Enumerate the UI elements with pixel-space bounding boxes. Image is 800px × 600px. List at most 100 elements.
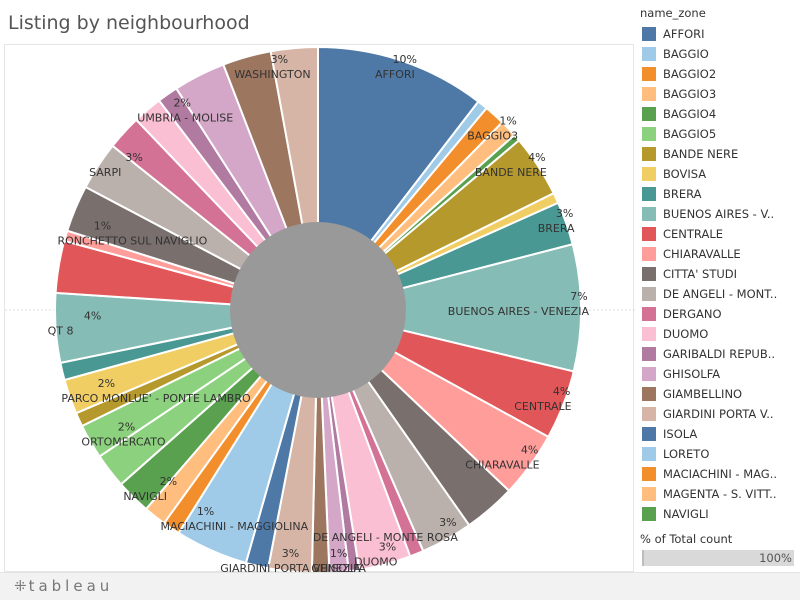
legend-item[interactable]: MAGENTA - S. VITT..: [640, 484, 800, 504]
legend-item-label: BANDE NERE: [663, 147, 739, 161]
legend-item-label: AFFORI: [663, 27, 705, 41]
legend-item[interactable]: BRERA: [640, 184, 800, 204]
slice-percent-label: 4%: [553, 385, 570, 398]
legend-item[interactable]: BAGGIO: [640, 44, 800, 64]
legend-item[interactable]: CENTRALE: [640, 224, 800, 244]
tableau-logo[interactable]: ⁜ tableau: [14, 577, 113, 595]
slice-name-label: RONCHETTO SUL NAVIGLIO: [57, 234, 207, 247]
legend-item[interactable]: CITTA' STUDI: [640, 264, 800, 284]
legend-item-label: NAVIGLI: [663, 507, 709, 521]
legend-item[interactable]: DE ANGELI - MONT..: [640, 284, 800, 304]
legend-swatch: [642, 207, 656, 221]
legend-item[interactable]: MACIACHINI - MAG..: [640, 464, 800, 484]
legend-item[interactable]: BAGGIO2: [640, 64, 800, 84]
slice-name-label: DE ANGELI - MONTE ROSA: [313, 531, 459, 544]
legend-item-label: BAGGIO4: [663, 107, 717, 121]
size-legend-bar: 100%: [642, 550, 794, 566]
legend-item-label: DERGANO: [663, 307, 722, 321]
slice-name-label: ORTOMERCATO: [81, 436, 165, 449]
legend-item[interactable]: CHIARAVALLE: [640, 244, 800, 264]
slice-percent-label: 4%: [528, 151, 545, 164]
legend-item[interactable]: LORETO: [640, 444, 800, 464]
legend-item[interactable]: NAVIGLI: [640, 504, 800, 524]
legend-item-label: GIARDINI PORTA V..: [663, 407, 774, 421]
slice-percent-label: 3%: [439, 516, 456, 529]
legend-item[interactable]: DERGANO: [640, 304, 800, 324]
legend-item-label: MAGENTA - S. VITT..: [663, 487, 777, 501]
slice-name-label: BUENOS AIRES - VENEZIA: [448, 305, 590, 318]
legend-item-label: GHISOLFA: [663, 367, 721, 381]
slice-name-label: GIARDINI PORTA VENEZIA: [220, 562, 361, 573]
legend-item[interactable]: BUENOS AIRES - V..: [640, 204, 800, 224]
legend-item-label: BAGGIO5: [663, 127, 717, 141]
slice-name-label: BRERA: [538, 222, 575, 235]
legend-item-label: BAGGIO3: [663, 87, 717, 101]
slice-percent-label: 1%: [330, 547, 347, 560]
legend-item-label: DE ANGELI - MONT..: [663, 287, 778, 301]
slice-name-label: MACIACHINI - MAGGIOLINA: [161, 520, 309, 533]
slice-name-label: DUOMO: [354, 556, 398, 569]
legend-swatch: [642, 167, 656, 181]
legend-item[interactable]: ISOLA: [640, 424, 800, 444]
legend-item[interactable]: BOVISA: [640, 164, 800, 184]
legend-item-label: ISOLA: [663, 427, 698, 441]
legend-swatch: [642, 87, 656, 101]
legend-swatch: [642, 507, 656, 521]
color-legend[interactable]: name_zone AFFORI BAGGIO BAGGIO2 BAGGIO3 BAGG…: [640, 6, 800, 524]
slice-percent-label: 4%: [521, 444, 538, 457]
slice-name-label: NAVIGLI: [123, 490, 167, 503]
legend-item[interactable]: GIARDINI PORTA V..: [640, 404, 800, 424]
legend-item[interactable]: BAGGIO4: [640, 104, 800, 124]
legend-item-label: GARIBALDI REPUB..: [663, 347, 776, 361]
legend-item[interactable]: GARIBALDI REPUB..: [640, 344, 800, 364]
slice-percent-label: 2%: [174, 96, 191, 109]
legend-swatch: [642, 327, 656, 341]
legend-item[interactable]: GHISOLFA: [640, 364, 800, 384]
slice-percent-label: 7%: [570, 290, 587, 303]
legend-swatch: [642, 387, 656, 401]
legend-swatch: [642, 487, 656, 501]
slice-percent-label: 3%: [556, 207, 573, 220]
slice-percent-label: 2%: [160, 475, 177, 488]
legend-swatch: [642, 227, 656, 241]
legend-item-label: GIAMBELLINO: [663, 387, 743, 401]
slice-percent-label: 1%: [94, 219, 111, 232]
pie-center: [230, 222, 406, 398]
size-legend[interactable]: % of Total count 100%: [640, 532, 800, 566]
legend-item[interactable]: AFFORI: [640, 24, 800, 44]
legend-item[interactable]: BAGGIO5: [640, 124, 800, 144]
legend-swatch: [642, 347, 656, 361]
pie-chart[interactable]: 10% AFFORI 1% BAGGIO3 4% BANDE NERE 3% BRERA 7% B…: [5, 45, 635, 573]
legend-item[interactable]: GIAMBELLINO: [640, 384, 800, 404]
chart-title: Listing by neighbourhood: [8, 12, 250, 34]
legend-item[interactable]: DUOMO: [640, 324, 800, 344]
pie-slice[interactable]: [317, 243, 582, 373]
legend-item-label: BRERA: [663, 187, 702, 201]
legend-item-label: LORETO: [663, 447, 710, 461]
legend-item[interactable]: BAGGIO3: [640, 84, 800, 104]
legend-item-label: DUOMO: [663, 327, 709, 341]
footer-bar: ⁜ tableau: [0, 572, 800, 600]
slice-name-label: BANDE NERE: [475, 166, 547, 179]
slice-name-label: CENTRALE: [514, 400, 571, 413]
legend-swatch: [642, 67, 656, 81]
legend-swatch: [642, 147, 656, 161]
legend-item[interactable]: BANDE NERE: [640, 144, 800, 164]
slice-name-label: PARCO MONLUE' - PONTE LAMBRO: [61, 392, 251, 405]
slice-name-label: BAGGIO3: [467, 130, 518, 143]
legend-swatch: [642, 27, 656, 41]
legend-swatch: [642, 467, 656, 481]
legend-item-label: CITTA' STUDI: [663, 267, 738, 281]
legend-swatch: [642, 127, 656, 141]
legend-item-label: CENTRALE: [663, 227, 723, 241]
legend-swatch: [642, 407, 656, 421]
legend-item-label: MACIACHINI - MAG..: [663, 467, 778, 481]
legend-item-label: BAGGIO2: [663, 67, 717, 81]
legend-item-label: BUENOS AIRES - V..: [663, 207, 775, 221]
legend-swatch: [642, 307, 656, 321]
legend-item-label: BAGGIO: [663, 47, 709, 61]
slice-percent-label: 3%: [282, 547, 299, 560]
slice-percent-label: 3%: [125, 151, 142, 164]
plot-area[interactable]: 10% AFFORI 1% BAGGIO3 4% BANDE NERE 3% BRERA 7% B…: [4, 44, 635, 573]
slice-name-label: CHIARAVALLE: [465, 459, 539, 472]
